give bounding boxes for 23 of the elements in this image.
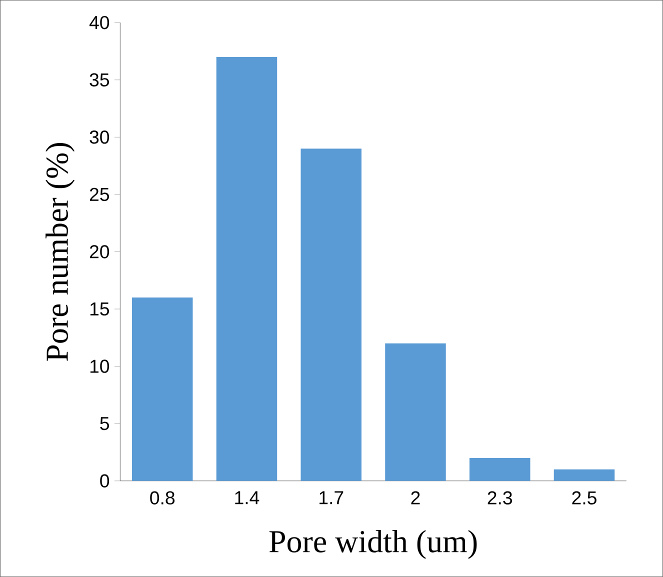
x-tick-label: 1.4 <box>235 491 260 504</box>
y-tick-label: 30 <box>90 130 110 144</box>
y-tick-label: 20 <box>90 245 110 258</box>
x-tick-label: 2.3 <box>488 491 512 504</box>
y-axis-title: Pore number (%) <box>46 143 75 361</box>
x-tick-label: 2 <box>411 491 420 504</box>
y-tick-label: 15 <box>90 302 109 316</box>
y-tick-label: 5 <box>100 417 109 430</box>
x-tick-label: 0.8 <box>150 491 175 504</box>
bar <box>385 343 446 481</box>
y-tick-label: 10 <box>90 360 110 373</box>
bar <box>132 298 193 481</box>
y-tick-label: 25 <box>90 188 109 202</box>
y-tick-label: 0 <box>100 474 110 488</box>
bar <box>216 56 278 481</box>
bar <box>300 148 362 481</box>
bar <box>469 458 530 481</box>
bar <box>554 469 615 481</box>
x-axis-title: Pore width (um) <box>269 530 477 559</box>
y-tick-label: 35 <box>90 73 109 86</box>
x-tick-label: 1.7 <box>320 491 344 504</box>
x-tick-label: 2.5 <box>572 491 596 504</box>
y-tick-label: 40 <box>89 16 110 30</box>
